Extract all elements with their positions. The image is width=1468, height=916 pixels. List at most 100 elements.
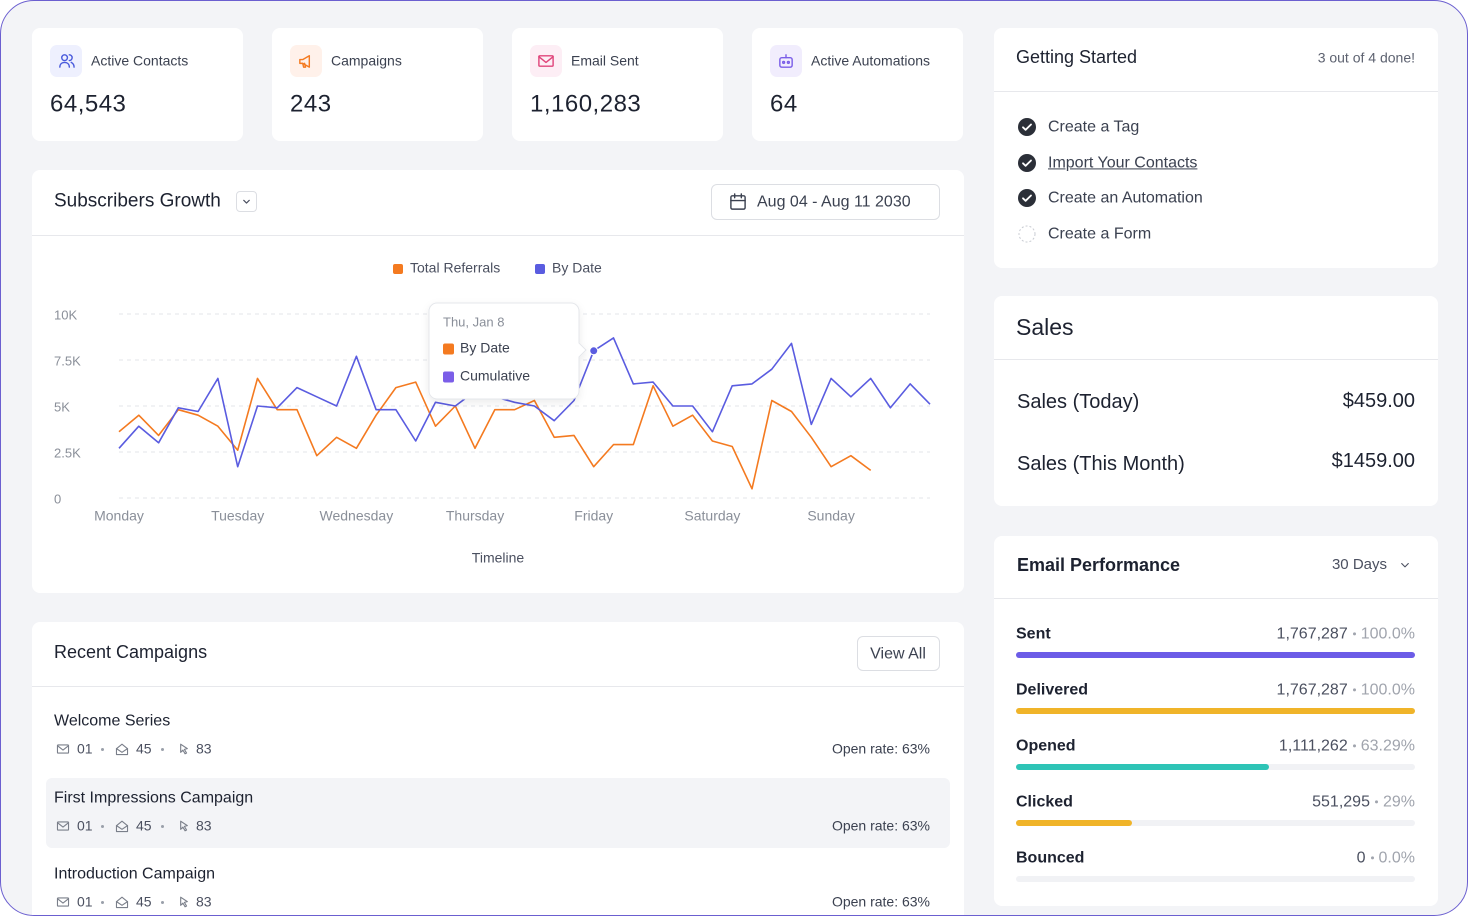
card — [994, 296, 1438, 506]
campaign-name: First Impressions Campaign — [54, 788, 254, 806]
metric-count: 1,767,287 — [1276, 625, 1348, 643]
icon-shape — [1018, 118, 1036, 136]
icon-box — [770, 45, 802, 77]
metric-label: Clicked — [1016, 793, 1073, 811]
sent-count: 01 — [77, 893, 93, 910]
icon — [177, 742, 191, 756]
bar-track — [1016, 820, 1415, 826]
section-title: Email Performance — [1017, 555, 1181, 576]
icon-shape — [538, 55, 554, 67]
task-label: Create an Automation — [1048, 189, 1203, 207]
divider — [994, 598, 1438, 599]
task-label[interactable]: Import Your Contacts — [1048, 153, 1198, 171]
row-highlight — [46, 778, 950, 848]
separator-dot — [1374, 800, 1378, 804]
sent-count: 01 — [77, 817, 93, 834]
status-icon — [1018, 189, 1036, 207]
open-count: 45 — [136, 817, 152, 834]
icon — [115, 895, 129, 909]
icon-shape — [1401, 562, 1409, 568]
dropdown-button[interactable] — [236, 191, 257, 212]
icon-shape — [243, 199, 250, 204]
icon-shape — [115, 748, 129, 753]
icon — [177, 819, 191, 833]
stat-value: 243 — [290, 90, 332, 118]
date-button[interactable] — [711, 184, 940, 220]
section-title: Sales — [1016, 314, 1074, 341]
metric-percent: 29% — [1382, 793, 1415, 811]
icon — [115, 742, 129, 756]
icon-shape — [781, 60, 786, 65]
metric-percent: 100.0% — [1360, 625, 1415, 643]
stat-value: 64,543 — [50, 90, 127, 118]
icon-shape — [56, 898, 70, 904]
metric-count: 551,295 — [1312, 793, 1370, 811]
metric-label: Sent — [1016, 625, 1051, 643]
icon-shape — [59, 61, 71, 68]
icon-shape — [180, 896, 188, 908]
separator-dot — [101, 824, 104, 828]
chart-title: Subscribers Growth — [54, 190, 221, 212]
metric-count: 1,767,287 — [1276, 681, 1348, 699]
divider — [994, 359, 1438, 360]
bar — [1016, 708, 1415, 714]
icon-shape — [299, 55, 311, 68]
sales-label: Sales (Today) — [1017, 391, 1140, 413]
icon-shape — [56, 897, 70, 907]
icon-shape — [180, 743, 188, 755]
icon — [1398, 558, 1412, 572]
metric-label: Delivered — [1016, 681, 1089, 699]
icon-shape — [1018, 189, 1036, 207]
bar — [1016, 652, 1415, 658]
icon-shape — [61, 54, 69, 62]
icon — [56, 819, 70, 833]
section-title: Recent Campaigns — [54, 642, 208, 663]
metric-values: 551,295 29% — [1312, 792, 1415, 811]
icon-shape — [115, 743, 129, 756]
campaign-name: Welcome Series — [54, 712, 171, 730]
open-rate: Open rate: 63% — [831, 893, 930, 910]
icon-shape — [180, 743, 188, 755]
icon-shape — [1022, 159, 1032, 167]
metric-percent: 63.29% — [1360, 737, 1415, 755]
icon-shape — [56, 744, 70, 754]
metric-values: 1,767,287 100.0% — [1277, 680, 1415, 699]
open-count: 45 — [136, 893, 152, 910]
icon-shape — [1018, 153, 1036, 172]
stat-label: Active Automations — [811, 52, 931, 69]
stat-value: 64 — [770, 90, 798, 118]
stat-label: Active Contacts — [91, 52, 189, 69]
icon-shape — [730, 193, 746, 202]
icon — [56, 895, 70, 909]
icon-shape — [301, 62, 307, 68]
button-label[interactable]: View All — [870, 645, 926, 663]
icon-shape — [779, 54, 793, 68]
separator-dot — [1352, 688, 1356, 692]
icon — [57, 52, 75, 70]
icon-shape — [180, 896, 188, 908]
period-select[interactable]: 30 Days — [1331, 556, 1387, 573]
separator-dot — [1352, 632, 1356, 636]
icon-shape — [1401, 562, 1409, 568]
open-rate: Open rate: 63% — [831, 740, 930, 757]
icon-shape — [68, 54, 75, 68]
icon-shape — [56, 745, 70, 751]
icon-shape — [730, 193, 746, 210]
stat-label: Campaigns — [331, 52, 402, 69]
separator-dot — [161, 901, 164, 904]
separator-dot — [161, 748, 164, 751]
open-rate: Open rate: 63% — [831, 817, 930, 834]
bar-track — [1016, 876, 1415, 882]
icon-shape — [538, 56, 554, 64]
icon — [537, 52, 555, 70]
separator-dot — [1352, 744, 1356, 748]
bar — [1016, 764, 1269, 770]
view-all-button[interactable] — [857, 636, 940, 671]
icon-shape — [115, 896, 129, 909]
sales-value: $459.00 — [1342, 390, 1415, 412]
icon — [239, 194, 254, 209]
icon-shape — [180, 820, 188, 831]
icon — [729, 193, 747, 211]
icon-shape — [538, 55, 554, 67]
